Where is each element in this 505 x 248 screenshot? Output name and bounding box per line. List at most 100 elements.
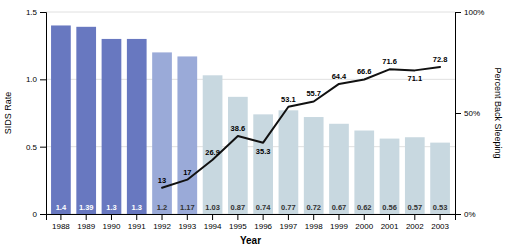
tick-label: 1991 [128, 222, 146, 231]
bar [405, 137, 425, 214]
tick-mark [263, 214, 264, 220]
tick-mark [338, 214, 339, 220]
tick-mark [40, 147, 46, 148]
bar-label: 0.53 [433, 203, 448, 212]
data-labels: 1.41.391.31.31.21.171.030.870.740.770.72… [56, 55, 448, 212]
bar [177, 56, 197, 214]
tick-label: 1988 [52, 222, 70, 231]
bar [279, 110, 299, 214]
tick-label: 1996 [254, 222, 272, 231]
tick-label: 1993 [178, 222, 196, 231]
bar [102, 39, 122, 214]
tick-label: 0% [464, 210, 476, 219]
tick: 1996 [254, 214, 272, 231]
tick-label: 1999 [330, 222, 348, 231]
tick-mark [136, 214, 137, 220]
line-label: 35.3 [256, 147, 271, 156]
tick: 2001 [381, 214, 399, 231]
tick-mark [40, 79, 46, 80]
tick: 1989 [77, 214, 95, 231]
bar [127, 39, 147, 214]
bar-label: 0.56 [382, 203, 397, 212]
tick-mark [389, 214, 390, 220]
tick-mark [40, 12, 46, 13]
line-label: 38.6 [231, 124, 246, 133]
bar-label: 1.2 [157, 203, 167, 212]
line-label: 71.6 [382, 57, 397, 66]
bar-label: 1.3 [106, 203, 116, 212]
tick-mark [40, 214, 46, 215]
tick-label: 1997 [280, 222, 298, 231]
bar [329, 124, 349, 214]
line-label: 71.1 [408, 74, 423, 83]
tick: 0% [455, 210, 476, 219]
tick: 1999 [330, 214, 348, 231]
chart: 1.41.391.31.31.21.171.030.870.740.770.72… [0, 0, 505, 248]
tick: 1995 [229, 214, 247, 231]
tick-mark [455, 113, 461, 114]
tick-mark [288, 214, 289, 220]
tick-label: 50% [464, 109, 480, 118]
y-axis-title: SIDS Rate [3, 92, 13, 135]
line-label: 55.7 [306, 89, 321, 98]
marks [51, 25, 450, 214]
grid [46, 12, 455, 214]
bar-label: 1.39 [79, 203, 94, 212]
tick: 0 [33, 210, 46, 219]
bar [203, 75, 223, 214]
tick-label: 0.5 [26, 143, 38, 152]
x-axis-title: Year [240, 235, 261, 246]
y2-axis: 0% 50% 100% [455, 8, 484, 219]
tick-mark [187, 214, 188, 220]
tick-label: 1.5 [26, 8, 38, 17]
bar [228, 97, 248, 214]
bar [152, 52, 172, 214]
tick-mark [212, 214, 213, 220]
line-label: 53.1 [281, 95, 296, 104]
bar-label: 0.77 [281, 203, 296, 212]
tick-label: 1989 [77, 222, 95, 231]
bar [380, 139, 400, 214]
grid-line [46, 12, 455, 13]
plot-area: 1.41.391.31.31.21.171.030.870.740.770.72… [26, 8, 485, 231]
bar [51, 25, 71, 214]
bar-label: 0.74 [256, 203, 271, 212]
tick: 0.5 [26, 143, 46, 152]
bar-label: 1.03 [205, 203, 220, 212]
tick: 1.0 [26, 75, 46, 84]
tick-mark [440, 214, 441, 220]
tick: 2002 [406, 214, 424, 231]
tick: 2000 [355, 214, 373, 231]
tick-mark [455, 214, 461, 215]
bar-label: 0.72 [306, 203, 321, 212]
bar-label: 1.3 [132, 203, 142, 212]
tick-mark [414, 214, 415, 220]
bar-label: 0.87 [231, 203, 246, 212]
tick: 1990 [103, 214, 121, 231]
bar [76, 27, 96, 214]
line-label: 72.8 [433, 55, 448, 64]
bar [354, 131, 374, 214]
tick-label: 100% [464, 8, 484, 17]
tick-label: 1.0 [26, 75, 38, 84]
tick-label: 1995 [229, 222, 247, 231]
tick: 1.5 [26, 8, 46, 17]
tick-mark [86, 214, 87, 220]
tick-label: 2001 [381, 222, 399, 231]
tick-mark [60, 214, 61, 220]
bar [430, 143, 450, 214]
tick: 1988 [52, 214, 70, 231]
tick-label: 2000 [355, 222, 373, 231]
tick: 1998 [305, 214, 323, 231]
tick: 1991 [128, 214, 146, 231]
tick-mark [364, 214, 365, 220]
tick-mark [111, 214, 112, 220]
tick-label: 1998 [305, 222, 323, 231]
tick: 1994 [204, 214, 222, 231]
y-axis: 0 0.5 1.0 1.5 [26, 8, 47, 219]
line-label: 66.6 [357, 67, 372, 76]
tick: 50% [455, 109, 480, 118]
tick-mark [162, 214, 163, 220]
axis-line [47, 215, 456, 221]
line [162, 67, 440, 188]
